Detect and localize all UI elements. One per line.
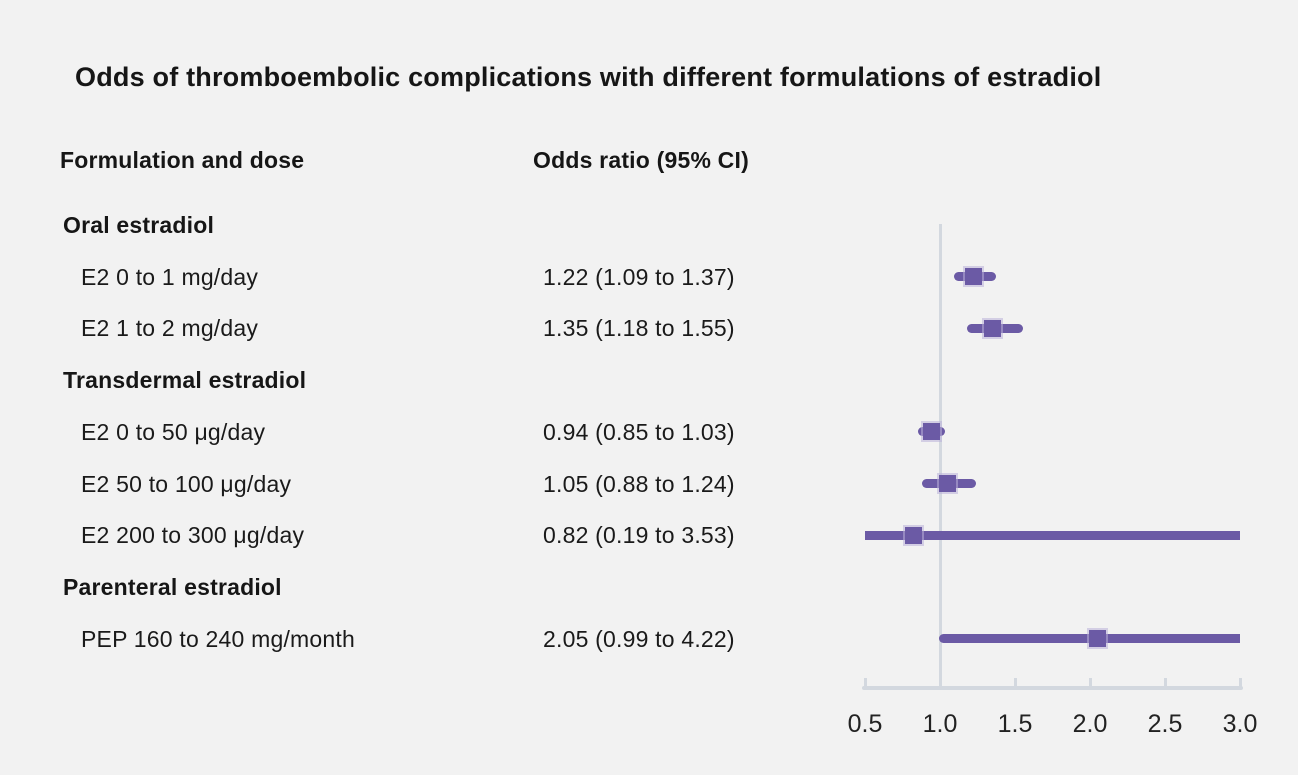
row-odds-ratio-value: 1.22 (1.09 to 1.37) bbox=[543, 263, 735, 290]
column-header-formulation: Formulation and dose bbox=[60, 147, 305, 173]
column-header-odds-ratio: Odds ratio (95% CI) bbox=[533, 147, 749, 173]
confidence-interval-bar bbox=[865, 530, 1240, 540]
point-estimate-marker bbox=[922, 423, 940, 441]
x-axis-tick-label: 1.0 bbox=[922, 710, 958, 738]
reference-line bbox=[938, 224, 942, 689]
x-axis-tick bbox=[863, 678, 867, 688]
figure-title: Odds of thromboembolic complications wit… bbox=[75, 62, 1102, 92]
x-axis-tick-label: 3.0 bbox=[1222, 710, 1258, 738]
x-axis-tick bbox=[1088, 678, 1092, 688]
x-axis-tick-label: 0.5 bbox=[847, 710, 883, 738]
row-odds-ratio-value: 1.05 (0.88 to 1.24) bbox=[543, 470, 735, 497]
row-odds-ratio-value: 1.35 (1.18 to 1.55) bbox=[543, 315, 735, 342]
row-odds-ratio-value: 0.82 (0.19 to 3.53) bbox=[543, 522, 735, 549]
row-label: PEP 160 to 240 mg/month bbox=[81, 625, 355, 652]
row-odds-ratio-value: 2.05 (0.99 to 4.22) bbox=[543, 625, 735, 652]
row-label: E2 1 to 2 mg/day bbox=[81, 315, 259, 342]
group-label: Parenteral estradiol bbox=[63, 573, 282, 600]
x-axis-tick-label: 2.5 bbox=[1147, 710, 1183, 738]
point-estimate-marker bbox=[939, 475, 956, 492]
row-label: E2 200 to 300 μg/day bbox=[81, 522, 305, 549]
x-axis-line bbox=[862, 686, 1243, 690]
point-estimate-marker bbox=[964, 268, 982, 286]
group-label: Oral estradiol bbox=[63, 212, 215, 238]
row-label: E2 50 to 100 μg/day bbox=[81, 470, 292, 497]
point-estimate-marker bbox=[904, 526, 922, 544]
x-axis-tick bbox=[1238, 678, 1242, 688]
x-axis-tick bbox=[1163, 678, 1167, 688]
point-estimate-marker bbox=[1089, 630, 1106, 648]
group-label: Transdermal estradiol bbox=[63, 367, 307, 394]
x-axis-tick-label: 1.5 bbox=[997, 710, 1033, 738]
row-odds-ratio-value: 0.94 (0.85 to 1.03) bbox=[543, 418, 735, 445]
row-label: E2 0 to 1 mg/day bbox=[81, 263, 259, 290]
x-axis-tick bbox=[938, 678, 942, 688]
x-axis-tick-label: 2.0 bbox=[1072, 710, 1108, 738]
point-estimate-marker bbox=[984, 319, 1001, 337]
x-axis-tick bbox=[1013, 678, 1017, 688]
row-label: E2 0 to 50 μg/day bbox=[81, 418, 266, 445]
